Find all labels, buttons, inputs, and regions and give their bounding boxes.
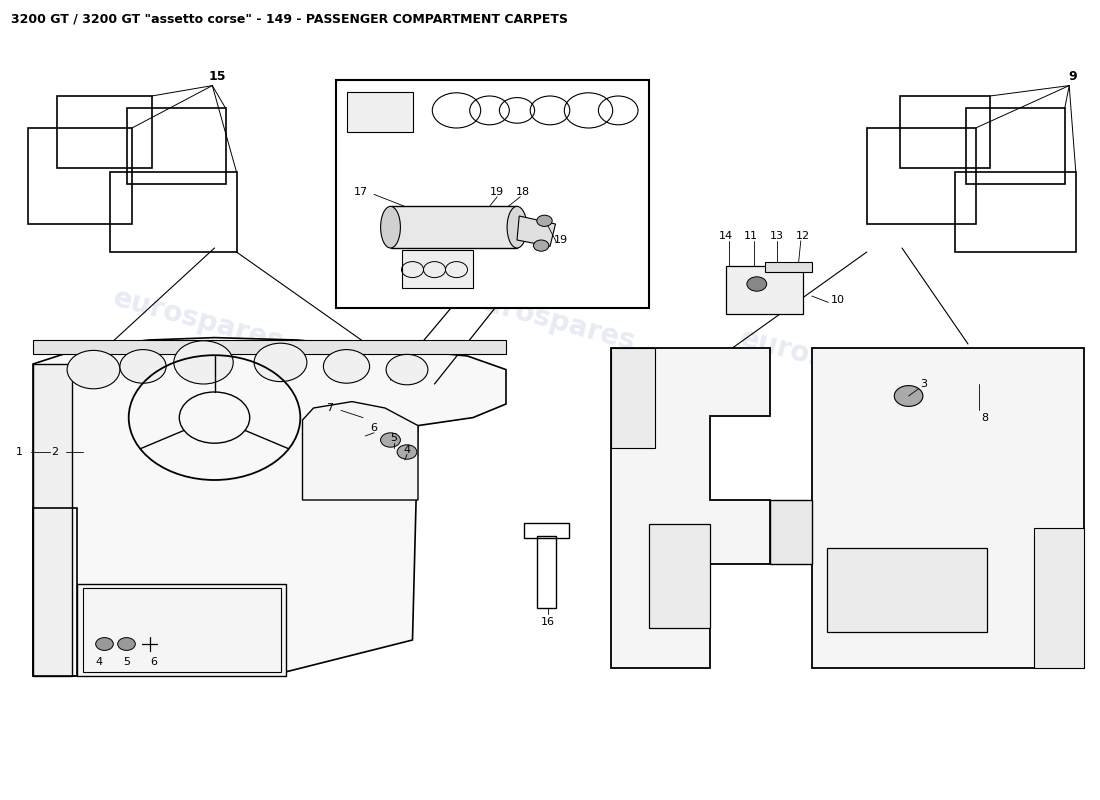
Text: 17: 17 [354,187,367,197]
Text: eurospares: eurospares [737,324,913,396]
Text: 2: 2 [52,447,58,457]
Polygon shape [1034,528,1084,668]
Bar [649,524,710,628]
Text: 11: 11 [745,231,758,241]
Text: 15: 15 [209,70,227,82]
Ellipse shape [507,206,527,248]
Text: 13: 13 [770,231,783,241]
Text: 6: 6 [151,658,157,667]
Polygon shape [33,364,72,676]
Text: 14: 14 [719,231,733,241]
Text: 4: 4 [404,445,410,454]
Polygon shape [812,348,1084,668]
Text: 1: 1 [16,447,23,457]
Text: 16: 16 [541,618,554,627]
Bar [827,548,987,632]
Bar [336,80,649,308]
Polygon shape [770,500,812,564]
Text: eurospares: eurospares [462,284,638,356]
Polygon shape [402,250,473,288]
Circle shape [381,433,400,447]
Text: 12: 12 [796,231,810,241]
Circle shape [118,638,135,650]
Polygon shape [726,266,803,314]
Circle shape [537,215,552,226]
Text: 5: 5 [390,434,397,443]
Text: 5: 5 [123,658,130,667]
Bar [390,206,517,248]
Text: 3200 GT / 3200 GT "assetto corse" - 149 - PASSENGER COMPARTMENT CARPETS: 3200 GT / 3200 GT "assetto corse" - 149 … [11,12,568,25]
Circle shape [120,350,166,383]
Text: 4: 4 [96,658,102,667]
Text: 3: 3 [921,379,927,389]
Text: 19: 19 [491,187,504,197]
Polygon shape [764,262,812,272]
Circle shape [323,350,370,383]
Circle shape [67,350,120,389]
Text: 18: 18 [516,187,529,197]
Circle shape [894,386,923,406]
Ellipse shape [381,206,400,248]
Text: 9: 9 [1068,70,1077,82]
Polygon shape [302,402,418,500]
Polygon shape [33,338,506,676]
Polygon shape [33,340,506,354]
Circle shape [534,240,549,251]
Circle shape [96,638,113,650]
Polygon shape [77,584,286,676]
Text: 10: 10 [832,295,845,305]
Text: 7: 7 [327,403,333,413]
Circle shape [254,343,307,382]
Polygon shape [517,216,556,246]
Polygon shape [610,348,770,668]
Text: 6: 6 [371,423,377,433]
Circle shape [397,445,417,459]
Text: 8: 8 [981,413,988,422]
Text: 19: 19 [554,235,568,245]
Text: eurospares: eurospares [110,284,286,356]
Circle shape [386,354,428,385]
Polygon shape [346,92,412,132]
Polygon shape [610,348,654,448]
Circle shape [174,341,233,384]
Circle shape [747,277,767,291]
